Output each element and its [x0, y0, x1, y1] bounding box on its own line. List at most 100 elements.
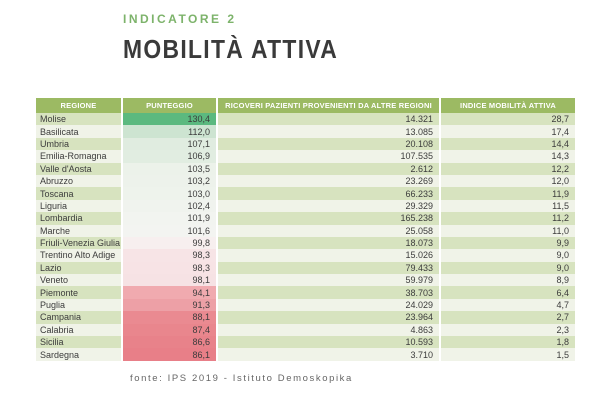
cell-regione: Trentino Alto Adige: [36, 249, 122, 262]
cell-regione: Campania: [36, 311, 122, 324]
cell-ricoveri: 18.073: [216, 236, 440, 250]
cell-ricoveri: 10.593: [216, 336, 440, 349]
cell-indice: 11,5: [439, 199, 575, 213]
cell-regione: Valle d'Aosta: [36, 162, 122, 175]
cell-ricoveri: 15.026: [216, 249, 440, 262]
table-row: Veneto 98,1 59.979 8,9: [36, 274, 575, 287]
cell-punteggio: 99,8: [121, 236, 217, 250]
cell-regione: Basilicata: [36, 125, 122, 138]
cell-ricoveri: 23.964: [216, 311, 440, 324]
table-row: Sicilia 86,6 10.593 1,8: [36, 336, 575, 349]
cell-punteggio: 101,6: [121, 224, 217, 237]
cell-punteggio: 94,1: [121, 286, 217, 299]
cell-regione: Molise: [36, 113, 122, 126]
cell-indice: 2,7: [439, 311, 575, 324]
table-row: Toscana 103,0 66.233 11,9: [36, 187, 575, 200]
table-row: Calabria 87,4 4.863 2,3: [36, 323, 575, 337]
table-row: Lombardia 101,9 165.238 11,2: [36, 212, 575, 225]
table-row: Umbria 107,1 20.108 14,4: [36, 137, 575, 151]
cell-regione: Veneto: [36, 274, 122, 287]
cell-ricoveri: 38.703: [216, 286, 440, 299]
cell-ricoveri: 13.085: [216, 125, 440, 138]
cell-punteggio: 86,6: [121, 336, 217, 349]
table-row: Liguria 102,4 29.329 11,5: [36, 199, 575, 213]
cell-regione: Marche: [36, 224, 122, 237]
table-row: Basilicata 112,0 13.085 17,4: [36, 125, 575, 138]
cell-punteggio: 88,1: [121, 311, 217, 324]
column-header-1: PUNTEGGIO: [121, 98, 217, 113]
cell-punteggio: 98,1: [121, 274, 217, 287]
cell-punteggio: 112,0: [121, 125, 217, 138]
slide-kicker: INDICATORE 2: [123, 12, 237, 26]
table-header-row: REGIONE PUNTEGGIO RICOVERI PAZIENTI PROVEN…: [36, 98, 575, 113]
cell-indice: 2,3: [439, 323, 575, 337]
cell-indice: 12,2: [439, 162, 575, 175]
cell-punteggio: 91,3: [121, 298, 217, 312]
cell-ricoveri: 20.108: [216, 137, 440, 151]
mobility-table: REGIONE PUNTEGGIO RICOVERI PAZIENTI PROVEN…: [36, 98, 575, 361]
table-row: Campania 88,1 23.964 2,7: [36, 311, 575, 324]
table-body: Molise 130,4 14.321 28,7 Basilicata 112,0 13.0…: [36, 113, 575, 361]
cell-punteggio: 130,4: [121, 113, 217, 126]
table-row: Valle d'Aosta 103,5 2.612 12,2: [36, 162, 575, 175]
cell-punteggio: 101,9: [121, 212, 217, 225]
page-title: MOBILITÀ ATTIVA: [123, 34, 339, 64]
table-row: Piemonte 94,1 38.703 6,4: [36, 286, 575, 299]
cell-punteggio: 98,3: [121, 261, 217, 275]
cell-indice: 28,7: [439, 113, 575, 126]
cell-punteggio: 103,5: [121, 162, 217, 175]
title-block: INDICATORE 2 MOBILITÀ ATTIVA: [123, 12, 367, 65]
cell-indice: 9,0: [439, 261, 575, 275]
cell-regione: Friuli-Venezia Giulia: [36, 236, 122, 250]
cell-ricoveri: 23.269: [216, 174, 440, 188]
cell-regione: Sicilia: [36, 336, 122, 349]
source-note: fonte: IPS 2019 - Istituto Demoskopika: [130, 373, 353, 384]
cell-punteggio: 106,9: [121, 150, 217, 163]
cell-regione: Umbria: [36, 137, 122, 151]
cell-ricoveri: 25.058: [216, 224, 440, 237]
cell-punteggio: 98,3: [121, 249, 217, 262]
cell-regione: Lazio: [36, 261, 122, 275]
cell-ricoveri: 66.233: [216, 187, 440, 200]
cell-punteggio: 86,1: [121, 348, 217, 361]
cell-punteggio: 107,1: [121, 137, 217, 151]
table-row: Abruzzo 103,2 23.269 12,0: [36, 174, 575, 188]
table-row: Lazio 98,3 79.433 9,0: [36, 261, 575, 275]
cell-indice: 12,0: [439, 174, 575, 188]
cell-regione: Calabria: [36, 323, 122, 337]
cell-indice: 9,0: [439, 249, 575, 262]
cell-ricoveri: 59.979: [216, 274, 440, 287]
table-row: Molise 130,4 14.321 28,7: [36, 113, 575, 126]
cell-ricoveri: 24.029: [216, 298, 440, 312]
cell-ricoveri: 29.329: [216, 199, 440, 213]
cell-indice: 1,8: [439, 336, 575, 349]
cell-regione: Piemonte: [36, 286, 122, 299]
cell-indice: 11,2: [439, 212, 575, 225]
cell-regione: Emilia-Romagna: [36, 150, 122, 163]
cell-indice: 8,9: [439, 274, 575, 287]
cell-regione: Toscana: [36, 187, 122, 200]
table-row: Friuli-Venezia Giulia 99,8 18.073 9,9: [36, 236, 575, 250]
cell-indice: 11,0: [439, 224, 575, 237]
cell-ricoveri: 107.535: [216, 150, 440, 163]
table-row: Marche 101,6 25.058 11,0: [36, 224, 575, 237]
cell-indice: 14,3: [439, 150, 575, 163]
cell-indice: 17,4: [439, 125, 575, 138]
cell-indice: 4,7: [439, 298, 575, 312]
cell-regione: Sardegna: [36, 348, 122, 361]
cell-regione: Abruzzo: [36, 174, 122, 188]
cell-punteggio: 103,2: [121, 174, 217, 188]
cell-ricoveri: 165.238: [216, 212, 440, 225]
cell-ricoveri: 14.321: [216, 113, 440, 126]
table-row: Sardegna 86,1 3.710 1,5: [36, 348, 575, 361]
cell-regione: Puglia: [36, 298, 122, 312]
cell-punteggio: 103,0: [121, 187, 217, 200]
cell-ricoveri: 4.863: [216, 323, 440, 337]
cell-ricoveri: 79.433: [216, 261, 440, 275]
column-header-2: RICOVERI PAZIENTI PROVENIENTI DA ALTRE R…: [216, 98, 440, 113]
cell-ricoveri: 3.710: [216, 348, 440, 361]
table-row: Trentino Alto Adige 98,3 15.026 9,0: [36, 249, 575, 262]
column-header-0: REGIONE: [36, 98, 122, 113]
table-row: Puglia 91,3 24.029 4,7: [36, 298, 575, 312]
